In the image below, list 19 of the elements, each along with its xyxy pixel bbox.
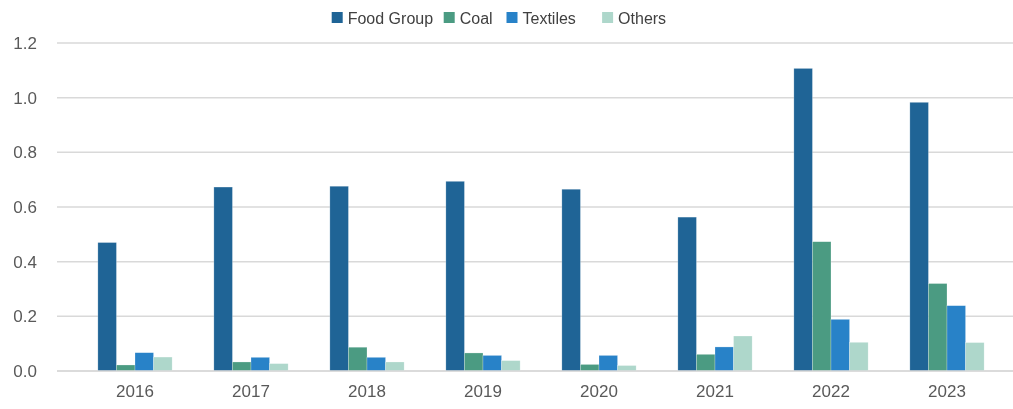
y-tick-label: 1.0 (13, 88, 37, 108)
x-tick-label: 2023 (928, 382, 966, 401)
x-tick-label: 2018 (348, 382, 386, 401)
y-tick-label: 1.2 (13, 33, 37, 53)
y-tick-label: 0.6 (13, 197, 37, 217)
y-tick-label: 0.0 (13, 361, 37, 381)
legend-label: Textiles (522, 9, 576, 27)
x-tick-label: 2019 (464, 382, 502, 401)
x-tick-label: 2017 (232, 382, 270, 401)
legend-label: Food Group (347, 9, 434, 27)
y-tick-label: 0.2 (13, 307, 37, 327)
legend-label: Coal (459, 9, 493, 27)
x-tick-label: 2022 (812, 382, 850, 401)
x-tick-label: 2020 (580, 382, 618, 401)
y-tick-label: 0.4 (13, 252, 37, 272)
x-tick-label: 2021 (696, 382, 734, 401)
y-tick-label: 0.8 (13, 143, 37, 163)
x-tick-label: 2016 (116, 382, 154, 401)
legend-label: Others (618, 9, 667, 27)
